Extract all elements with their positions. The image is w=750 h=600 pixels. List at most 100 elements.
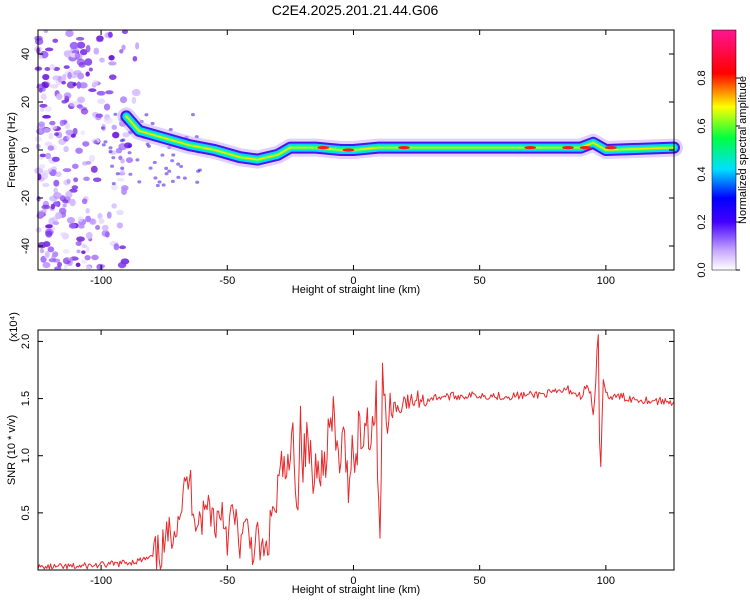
heatmap-cell [190, 113, 195, 117]
heatmap-cell [76, 104, 83, 109]
heatmap-cell [127, 151, 132, 155]
y-axis-ticks: -40 -20 0 20 40 [20, 48, 674, 254]
heatmap-cell [105, 90, 114, 95]
heatmap-cell [85, 71, 90, 77]
x-tick-label: 0 [350, 275, 356, 287]
snr-series-line-0 [37, 334, 675, 570]
colorbar-tick-label: 0.8 [696, 70, 708, 85]
heatmap-cell [56, 93, 63, 100]
colorbar-ticks: 0.0 0.2 0.4 0.6 0.8 [696, 70, 740, 278]
colorbar-tick-label: 0.4 [696, 166, 708, 181]
heatmap-cell [84, 58, 93, 66]
heatmap-cell [40, 93, 47, 100]
heatmap-cell [113, 243, 120, 251]
x-axis-label: Height of straight line (km) [292, 284, 420, 296]
heatmap-cell [127, 144, 132, 148]
heatmap-cell [92, 177, 102, 182]
x-axis-ticks: -100 -50 0 50 100 [90, 330, 615, 587]
heatmap-cell [62, 203, 67, 208]
heatmap-cell [50, 203, 56, 210]
heatmap-cell [99, 57, 105, 63]
heatmap-cell [49, 120, 56, 126]
heatmap-cell [57, 75, 63, 83]
heatmap-cell [197, 168, 202, 172]
heatmap-cell [88, 154, 96, 163]
heatmap-cell [103, 140, 108, 144]
y-tick-label: 40 [20, 48, 32, 60]
heatmap-cell [85, 44, 91, 53]
heatmap-cell [85, 246, 90, 253]
heatmap-cell [81, 259, 88, 264]
heatmap-cell [85, 207, 90, 214]
colorbar-tick-label: 0.0 [696, 262, 708, 277]
y-tick-label: -40 [20, 238, 32, 254]
heatmap-cell [80, 49, 88, 56]
heatmap-cell [66, 178, 71, 184]
heatmap-cell [95, 224, 101, 231]
heatmap-cell [44, 141, 53, 147]
heatmap-cell [84, 254, 91, 261]
x-axis-ticks: -100 -50 0 50 100 [90, 30, 615, 287]
heatmap-cell [108, 149, 113, 154]
heatmap-cell [48, 132, 54, 140]
heatmap-cell [34, 35, 43, 41]
heatmap-cell [64, 122, 71, 130]
heatmap-cell [100, 126, 105, 130]
x-tick-label: 0 [350, 575, 356, 587]
heatmap-cell [145, 142, 150, 146]
snr-frame [37, 329, 675, 571]
x-tick-label: -50 [219, 275, 235, 287]
x-tick-label: 100 [597, 275, 615, 287]
heatmap-cell [39, 248, 45, 254]
heatmap-cell [42, 261, 51, 269]
scale-label: (x10⁴) [8, 312, 20, 342]
ridge-peak [562, 146, 574, 150]
heatmap-cell [81, 250, 86, 255]
heatmap-cell [157, 180, 162, 184]
heatmap-cell [50, 124, 58, 130]
heatmap-cell [70, 133, 76, 138]
heatmap-cell [39, 103, 48, 108]
heatmap-cell [38, 121, 45, 127]
heatmap-cell [170, 179, 175, 183]
y-axis-ticks: 0.5 1.0 1.5 2.0 [20, 334, 674, 521]
x-tick-label: 100 [597, 575, 615, 587]
heatmap-cell [53, 192, 62, 200]
heatmap-cell [104, 231, 110, 238]
heatmap-cell [98, 218, 105, 225]
x-tick-label: 50 [474, 575, 486, 587]
heatmap-cell [45, 230, 53, 238]
heatmap-cell [80, 130, 86, 136]
heatmap-layer [34, 29, 683, 271]
heatmap-cell [69, 101, 78, 107]
heatmap-cell [137, 180, 142, 184]
heatmap-cell [120, 166, 125, 170]
y-tick-label: 2.0 [20, 334, 32, 349]
heatmap-cell [76, 58, 86, 66]
heatmap-cell [69, 198, 76, 207]
heatmap-cell [110, 164, 115, 168]
heatmap-cell [160, 153, 165, 157]
heatmap-cell [62, 73, 67, 81]
heatmap-cell [93, 47, 100, 55]
heatmap-cell [73, 177, 79, 183]
heatmap-cell [121, 44, 126, 51]
heatmap-cell [195, 180, 200, 184]
heatmap-cell [39, 153, 47, 158]
heatmap-cell [71, 163, 79, 169]
heatmap-cell [121, 29, 129, 35]
heatmap-cell [36, 195, 41, 202]
chart-title: C2E4.2025.201.21.44.G06 [272, 2, 439, 18]
heatmap-cell [63, 50, 72, 58]
heatmap-cell [75, 241, 82, 246]
heatmap-cell [43, 241, 51, 248]
x-axis-label: Height of straight line (km) [292, 584, 420, 596]
heatmap-cell [101, 224, 109, 232]
heatmap-cell [75, 36, 85, 41]
heatmap-cell [47, 246, 55, 253]
heatmap-cell [113, 112, 118, 116]
heatmap-cell [171, 153, 176, 157]
heatmap-cell [119, 96, 128, 104]
heatmap-cell [40, 107, 45, 112]
heatmap-cell [44, 250, 50, 258]
